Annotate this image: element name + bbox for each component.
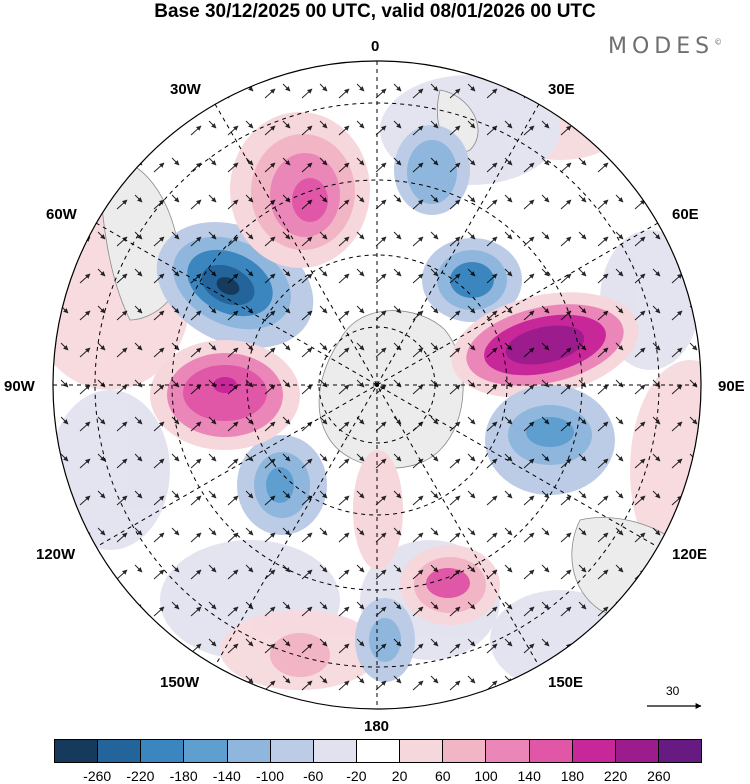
colorbar-tick-label: -260 [83,768,112,784]
logo-text: MODES [608,34,715,59]
map-boundary [52,60,702,710]
colorbar-tick-label: -20 [346,768,367,784]
reference-vector-label: 30 [666,684,680,698]
lon-label-150w: 150W [160,674,200,691]
modes-logo: MODES© [608,34,722,59]
lon-label-30e: 30E [548,81,575,98]
colorbar-bin [486,740,530,762]
colorbar-bin [55,740,99,762]
logo-copyright-mark: © [714,37,723,47]
colorbar-bin [270,740,314,762]
colorbar-bin [98,740,142,762]
colorbar-tick-label: -140 [212,768,241,784]
colorbar-bin [443,740,487,762]
colorbar-bin [615,740,659,762]
colorbar-tick-label: 60 [435,768,451,784]
colorbar-tick-label: -100 [255,768,285,784]
colorbar-tick-label: 20 [391,768,408,784]
south-pole-marker [375,383,379,387]
colorbar-bin [529,740,573,762]
lon-label-90e: 90E [718,378,745,395]
colorbar [54,739,702,763]
colorbar-bin [400,740,444,762]
map-title: Base 30/12/2025 00 UTC, valid 08/01/2026… [154,1,596,22]
graticule [53,61,701,709]
colorbar-tick-label: -220 [126,768,155,784]
colorbar-tick-label: 180 [560,768,585,784]
colorbar-tick-label: 100 [474,768,498,784]
colorbar-bin [572,740,616,762]
lon-label-150e: 150E [548,674,584,691]
colorbar-tick-label: -180 [169,768,198,784]
colorbar-tick-label: 260 [647,768,671,784]
lon-label-60e: 60E [672,206,699,223]
lon-label-0: 0 [371,38,380,55]
colorbar-bin [356,740,401,762]
lon-label-120e: 120E [672,546,708,563]
colorbar-bin [141,740,185,762]
colorbar-tick-label: -60 [303,768,324,784]
colorbar-bin [184,740,228,762]
lon-label-60w: 60W [46,206,77,223]
map-disc [53,61,701,709]
lon-label-90w: 90W [4,378,35,395]
colorbar-bin [313,740,357,762]
colorbar-tick-label: 140 [517,768,541,784]
lon-label-30w: 30W [170,81,201,98]
lon-label-120w: 120W [36,546,76,563]
colorbar-bin [658,740,702,762]
colorbar-tick-label: 220 [603,768,628,784]
lon-label-180: 180 [364,718,390,735]
colorbar-bin [227,740,271,762]
